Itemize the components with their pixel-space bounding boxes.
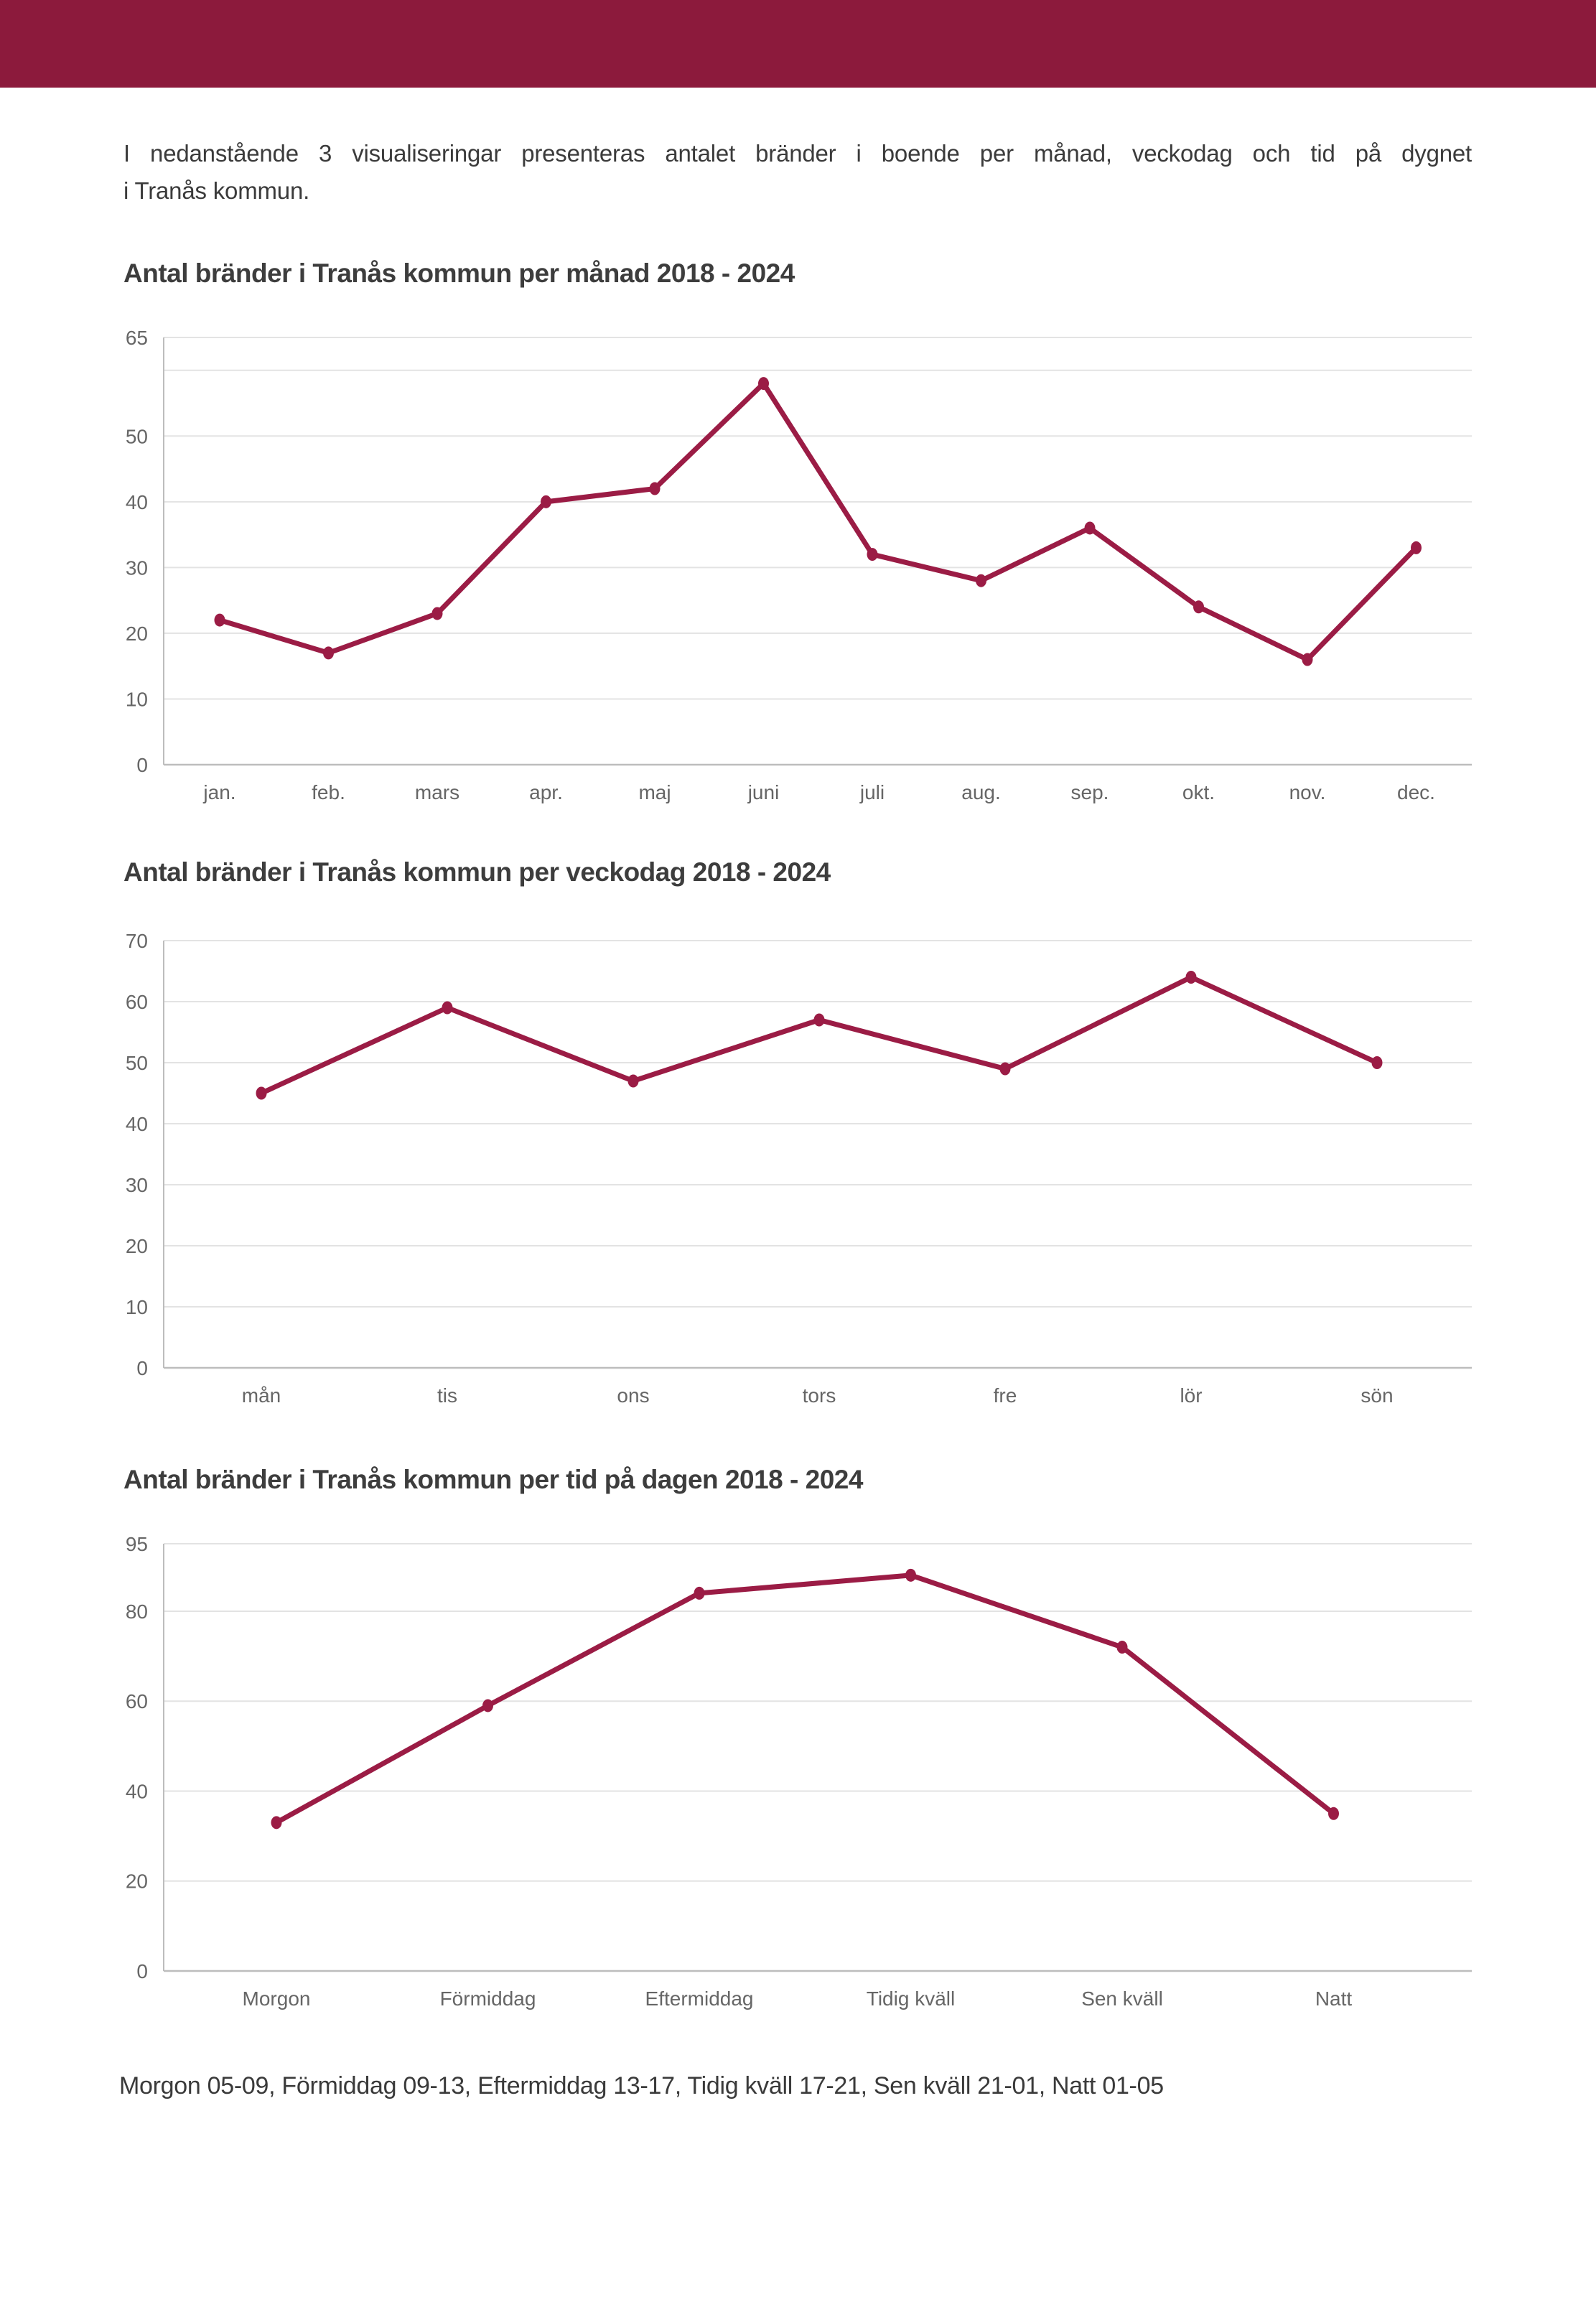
data-point xyxy=(214,613,225,627)
data-point xyxy=(1371,1056,1383,1069)
x-axis-label: apr. xyxy=(529,781,563,803)
time-of-day-fires-line-chart: 0 20 40 60 80 95 Morgon Förmiddag Eftermiddag Tid… xyxy=(126,1533,1472,2010)
y-axis-label: 65 xyxy=(126,327,148,349)
data-line xyxy=(217,381,1419,663)
x-axis-label: Natt xyxy=(1315,1987,1353,2010)
data-point xyxy=(1193,600,1204,614)
data-point xyxy=(694,1586,705,1600)
x-axis-label: fre xyxy=(994,1384,1017,1407)
data-point xyxy=(482,1699,493,1712)
y-axis-label: 30 xyxy=(126,1174,148,1196)
y-axis-label: 40 xyxy=(126,491,148,513)
monthly-chart-title: Antal bränder i Tranås kommun per månad … xyxy=(123,258,795,288)
data-point xyxy=(905,1568,916,1582)
data-point xyxy=(627,1074,639,1088)
x-axis-label: Morgon xyxy=(243,1987,311,2010)
data-point xyxy=(1185,971,1197,984)
weekday-fires-line-chart: 0 10 20 30 40 50 60 70 mån tis ons tors fre lör sön xyxy=(126,930,1472,1407)
x-axis-label: sön xyxy=(1361,1384,1393,1407)
y-axis-label: 10 xyxy=(126,688,148,710)
y-axis-label: 0 xyxy=(136,1357,148,1379)
x-axis-label: Förmiddag xyxy=(440,1987,536,2010)
data-line xyxy=(274,1572,1336,1825)
data-point xyxy=(976,574,986,587)
x-axis-label: Sen kväll xyxy=(1081,1987,1163,2010)
y-axis-label: 0 xyxy=(136,1960,148,1982)
x-axis-label: tis xyxy=(437,1384,457,1407)
data-point xyxy=(256,1086,267,1100)
y-axis-label: 60 xyxy=(126,991,148,1013)
x-axis-label: jan. xyxy=(202,781,235,803)
y-axis-label: 95 xyxy=(126,1533,148,1555)
x-axis-label: aug. xyxy=(961,781,1001,803)
data-point xyxy=(649,482,661,495)
x-axis-label: sep. xyxy=(1071,781,1109,803)
monthly-fires-line-chart: 0 10 20 30 40 50 65 jan. feb. mars apr. maj juni juli… xyxy=(126,327,1472,803)
data-point xyxy=(1084,521,1096,535)
data-point xyxy=(442,1001,453,1015)
data-point xyxy=(999,1062,1011,1076)
y-axis-label: 20 xyxy=(126,1235,148,1257)
y-axis-label: 40 xyxy=(126,1780,148,1802)
intro-line-2: i Tranås kommun. xyxy=(123,177,310,204)
data-point xyxy=(271,1816,282,1830)
x-axis-label: juli xyxy=(859,781,885,803)
y-axis-label: 50 xyxy=(126,1052,148,1074)
weekday-chart-title: Antal bränder i Tranås kommun per veckod… xyxy=(123,857,831,887)
y-axis-label: 20 xyxy=(126,623,148,645)
data-point xyxy=(1411,541,1422,554)
x-axis-label: okt. xyxy=(1182,781,1215,803)
x-axis-label: feb. xyxy=(312,781,345,803)
y-axis-label: 70 xyxy=(126,930,148,952)
data-point xyxy=(431,607,443,620)
x-axis-label: Tidig kväll xyxy=(867,1987,955,2010)
y-axis-label: 80 xyxy=(126,1600,148,1623)
data-line xyxy=(258,974,1380,1096)
intro-line-1: I nedanstående 3 visualiseringar present… xyxy=(123,140,1472,167)
x-axis-label: nov. xyxy=(1289,781,1326,803)
y-axis-label: 30 xyxy=(126,556,148,579)
data-point xyxy=(867,548,878,561)
x-axis-label: mars xyxy=(415,781,459,803)
x-axis-label: Eftermiddag xyxy=(645,1987,754,2010)
intro-paragraph: I nedanstående 3 visualiseringar present… xyxy=(123,135,1472,210)
time-period-footnote: Morgon 05-09, Förmiddag 09-13, Eftermidd… xyxy=(119,2072,1164,2099)
x-axis-label: tors xyxy=(803,1384,836,1407)
y-axis-label: 10 xyxy=(126,1296,148,1318)
x-axis-label: lör xyxy=(1180,1384,1202,1407)
time-of-day-chart-title: Antal bränder i Tranås kommun per tid på… xyxy=(123,1465,863,1494)
x-axis-label: dec. xyxy=(1397,781,1435,803)
x-axis-label: ons xyxy=(617,1384,649,1407)
data-point xyxy=(758,377,769,391)
data-point xyxy=(1302,653,1313,666)
y-axis-label: 0 xyxy=(136,754,148,776)
data-point xyxy=(323,646,334,660)
data-point xyxy=(813,1013,825,1027)
x-axis-label: maj xyxy=(638,781,671,803)
x-axis-label: juni xyxy=(747,781,780,803)
y-axis-label: 40 xyxy=(126,1113,148,1135)
data-point xyxy=(541,495,551,508)
y-axis-label: 60 xyxy=(126,1690,148,1712)
data-point xyxy=(1116,1641,1128,1654)
header-color-bar xyxy=(0,0,1596,88)
y-axis-label: 20 xyxy=(126,1870,148,1893)
data-point xyxy=(1328,1807,1339,1820)
x-axis-label: mån xyxy=(242,1384,281,1407)
y-axis-label: 50 xyxy=(126,425,148,447)
